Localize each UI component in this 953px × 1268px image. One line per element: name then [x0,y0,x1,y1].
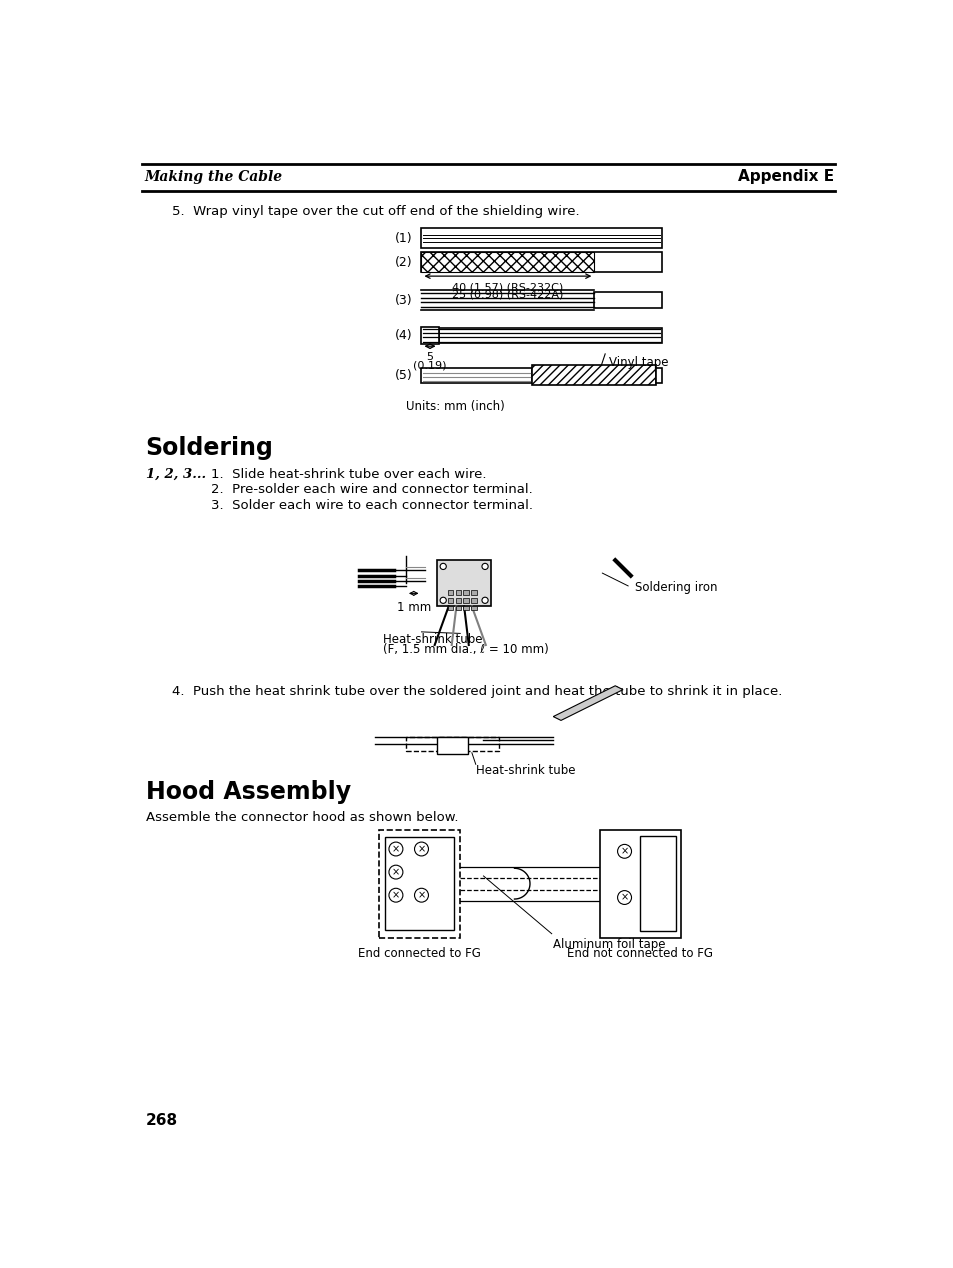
Text: (5): (5) [394,369,412,382]
Bar [655,368,661,383]
Bar [456,591,460,595]
Circle shape [389,865,402,879]
Text: 1 mm: 1 mm [396,601,431,614]
Circle shape [389,889,402,902]
Text: Heat-shrink tube: Heat-shrink tube [476,765,575,777]
Text: Hood Assembly: Hood Assembly [146,781,351,804]
Text: Making the Cable: Making the Cable [144,170,282,184]
Text: ×: × [619,893,628,903]
Bar [438,327,661,344]
Text: (3): (3) [395,293,412,307]
Bar [456,606,460,610]
Bar [378,829,459,937]
Bar [421,252,661,273]
Bar [447,598,453,602]
Polygon shape [553,686,622,720]
Bar [447,591,453,595]
Bar [531,365,655,385]
Circle shape [481,563,488,569]
Bar [471,591,476,595]
Text: 40 (1.57) (RS-232C): 40 (1.57) (RS-232C) [452,283,563,293]
Circle shape [439,563,446,569]
Text: 268: 268 [146,1113,177,1129]
Bar [385,837,454,929]
Text: ×: × [619,846,628,856]
Text: Units: mm (inch): Units: mm (inch) [406,401,504,413]
Bar [456,598,460,602]
Text: 3.  Solder each wire to each connector terminal.: 3. Solder each wire to each connector te… [211,498,532,512]
Bar [639,836,676,932]
Text: ×: × [417,844,425,855]
Bar [421,368,531,383]
Text: 1, 2, 3...: 1, 2, 3... [146,468,206,481]
Bar [436,738,468,754]
Text: Assemble the connector hood as shown below.: Assemble the connector hood as shown bel… [146,810,457,823]
Text: ×: × [392,844,399,855]
Text: 25 (0.98) (RS-422A): 25 (0.98) (RS-422A) [452,290,563,301]
Text: (1): (1) [395,232,412,245]
Bar [447,606,453,610]
Text: ×: × [392,867,399,877]
Text: Appendix E: Appendix E [737,170,833,184]
Text: Soldering iron: Soldering iron [634,581,717,593]
Bar [463,606,468,610]
Bar [594,293,661,308]
Text: 4.  Push the heat shrink tube over the soldered joint and heat the tube to shrin: 4. Push the heat shrink tube over the so… [172,685,781,697]
Circle shape [415,842,428,856]
Text: 1.  Slide heat-shrink tube over each wire.: 1. Slide heat-shrink tube over each wire… [211,468,486,481]
Text: End not connected to FG: End not connected to FG [566,947,712,960]
Bar [463,598,468,602]
Text: Heat-shrink tube: Heat-shrink tube [382,634,482,647]
Circle shape [617,890,631,904]
Bar [421,327,438,344]
Circle shape [415,889,428,902]
Bar [406,738,498,751]
Circle shape [617,844,631,858]
Text: 2.  Pre-solder each wire and connector terminal.: 2. Pre-solder each wire and connector te… [211,483,532,496]
Text: Vinyl tape: Vinyl tape [608,356,668,369]
Bar [471,598,476,602]
Text: Aluminum foil tape: Aluminum foil tape [553,937,665,951]
Bar [599,829,680,937]
Text: Soldering: Soldering [146,435,274,459]
Circle shape [481,597,488,604]
Bar [463,591,468,595]
Circle shape [439,597,446,604]
Text: (0.19): (0.19) [413,360,446,370]
Text: ×: × [392,890,399,900]
Bar [421,252,594,273]
Text: 5: 5 [426,353,433,363]
Bar [421,228,661,249]
Text: (2): (2) [395,256,412,269]
Text: (4): (4) [395,328,412,342]
Bar [471,606,476,610]
Bar [436,560,491,606]
Text: End connected to FG: End connected to FG [357,947,480,960]
Text: ×: × [417,890,425,900]
Text: (F, 1.5 mm dia., ℓ = 10 mm): (F, 1.5 mm dia., ℓ = 10 mm) [382,643,548,657]
Circle shape [389,842,402,856]
Text: 5.  Wrap vinyl tape over the cut off end of the shielding wire.: 5. Wrap vinyl tape over the cut off end … [172,204,579,218]
